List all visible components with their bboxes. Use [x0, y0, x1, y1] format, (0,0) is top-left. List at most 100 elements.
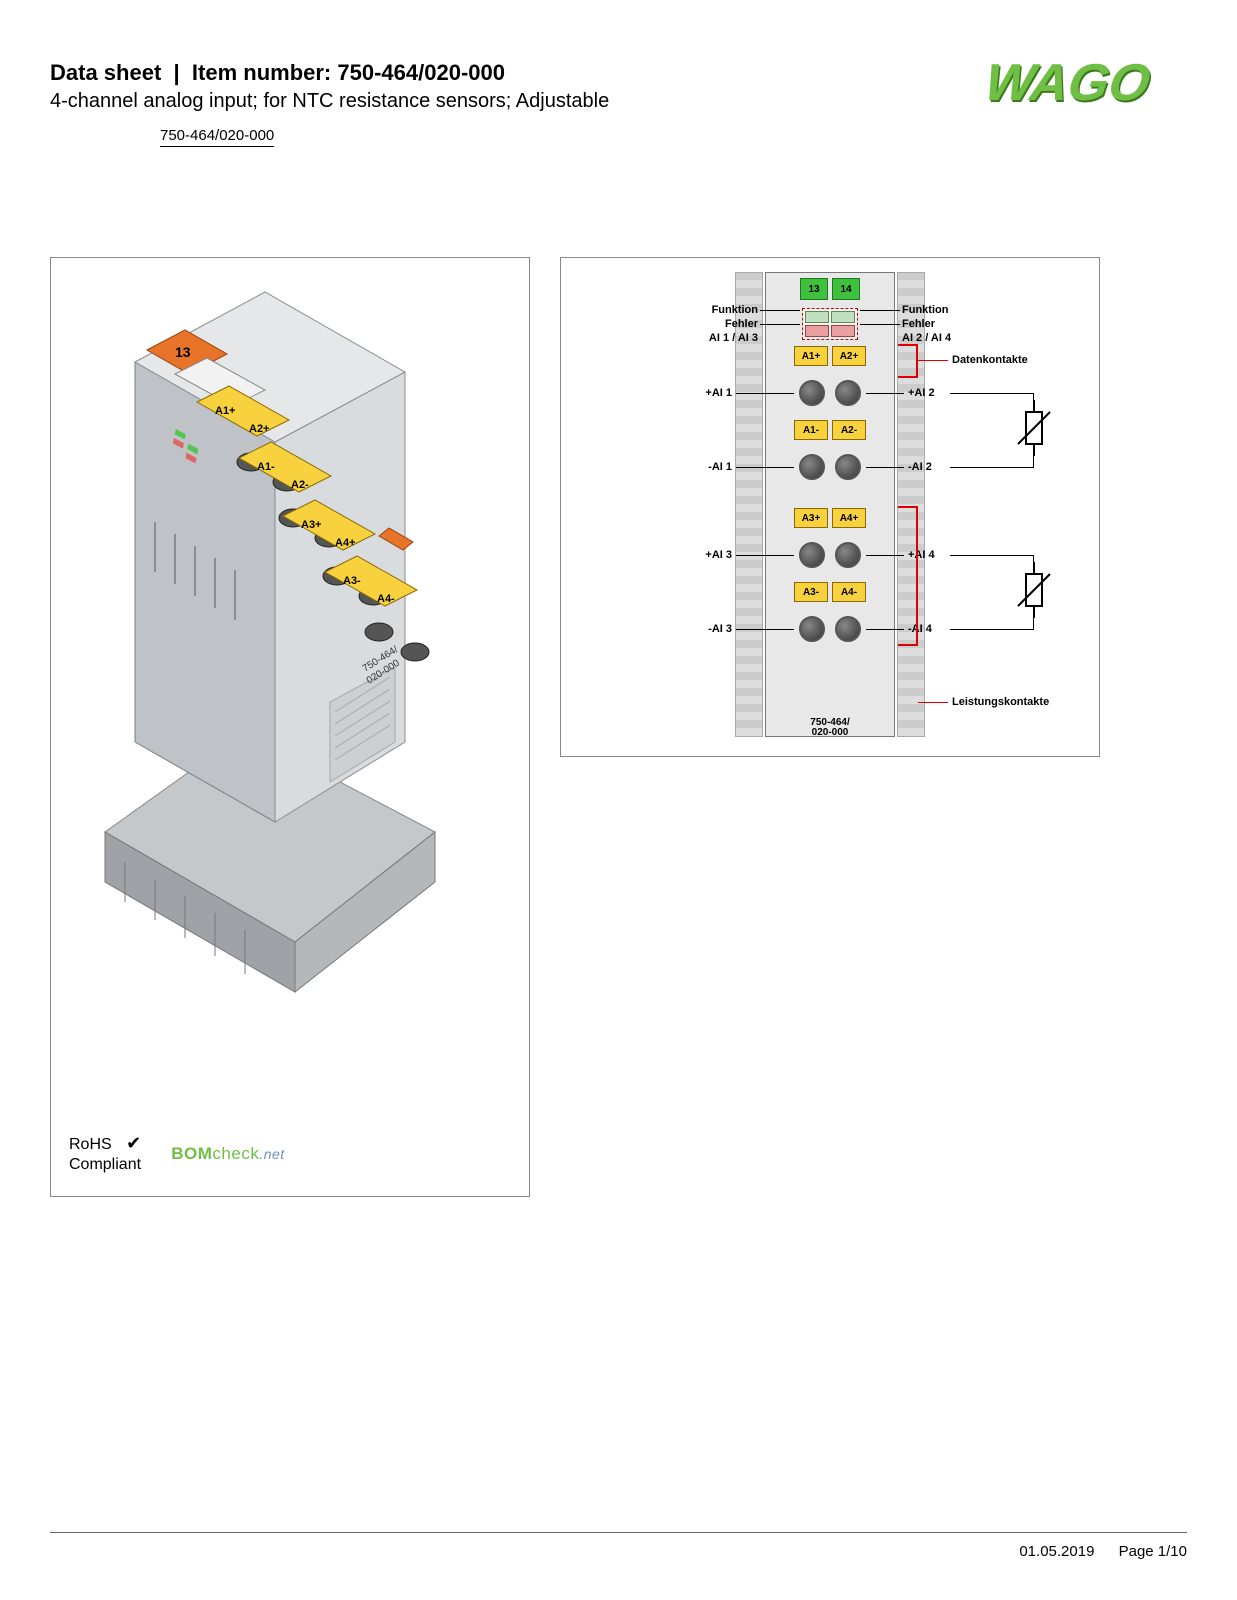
connector — [799, 542, 825, 568]
signal-label: -AI 1 — [708, 461, 732, 473]
module-column — [765, 272, 895, 737]
svg-text:A3+: A3+ — [301, 519, 322, 531]
tab-13: 13 — [800, 278, 828, 300]
wire — [950, 555, 1034, 556]
svg-text:WAGO: WAGO — [976, 54, 1159, 112]
doc-type: Data sheet — [50, 60, 161, 85]
connector — [835, 542, 861, 568]
wire — [1033, 617, 1034, 629]
lbl-ai13: AI 1 / AI 3 — [709, 332, 758, 344]
leader-red — [918, 360, 948, 361]
leader — [736, 393, 794, 394]
bracket-daten — [898, 344, 918, 378]
leader — [760, 324, 800, 325]
signal-label: +AI 3 — [705, 549, 732, 561]
leader — [860, 310, 900, 311]
subtitle: 4-channel analog input; for NTC resistan… — [50, 90, 937, 113]
leader — [860, 324, 900, 325]
connector — [799, 380, 825, 406]
terminal-label: A4- — [832, 582, 866, 602]
connector-pair — [799, 380, 861, 406]
signal-label: -AI 2 — [908, 461, 932, 473]
thermistor-icon — [1010, 562, 1058, 618]
leader-red — [918, 702, 948, 703]
signal-label: -AI 3 — [708, 623, 732, 635]
terminal-label: A3+ — [794, 508, 828, 528]
terminal-label: A2- — [832, 420, 866, 440]
connector-pair — [799, 454, 861, 480]
leader — [866, 393, 904, 394]
wire — [950, 393, 1034, 394]
connector — [799, 454, 825, 480]
signal-label: +AI 2 — [908, 387, 935, 399]
connector — [835, 454, 861, 480]
lbl-leistungskontakte: Leistungskontakte — [952, 696, 1049, 708]
svg-text:A1-: A1- — [257, 461, 275, 473]
yellow-label-pair: A3-A4- — [794, 582, 866, 602]
terminal-label: A1+ — [794, 346, 828, 366]
lbl-datenkontakte: Datenkontakte — [952, 354, 1028, 366]
separator: | — [174, 60, 180, 85]
page-footer: 01.05.2019 Page 1/10 — [50, 1532, 1187, 1560]
led-fehler-r — [831, 325, 855, 337]
rohs-badge: RoHS ✔ Compliant — [69, 1133, 141, 1174]
svg-text:A3-: A3- — [343, 575, 361, 587]
connector — [835, 616, 861, 642]
page-title: Data sheet | Item number: 750-464/020-00… — [50, 60, 937, 86]
svg-text:A4-: A4- — [377, 593, 395, 605]
wire — [950, 467, 1034, 468]
footer-date: 01.05.2019 — [1019, 1543, 1094, 1560]
svg-text:A2+: A2+ — [249, 423, 270, 435]
svg-text:13: 13 — [175, 344, 191, 360]
connector-pair — [799, 542, 861, 568]
leader — [736, 555, 794, 556]
rohs-line1: RoHS — [69, 1136, 112, 1153]
wiring-schematic: 13 14 Funktion Fehler AI 1 / AI 3 Funkt — [575, 272, 1085, 742]
leader — [736, 629, 794, 630]
thermistor-icon — [1010, 400, 1058, 456]
module-id: 750-464/020-000 — [810, 718, 849, 738]
wire — [950, 629, 1034, 630]
bomcheck-badge: BOMcheck.net — [171, 1144, 284, 1164]
bracket-leistung — [898, 506, 918, 646]
svg-text:A4+: A4+ — [335, 537, 356, 549]
led-block — [802, 308, 858, 340]
lbl-ai24: AI 2 / AI 4 — [902, 332, 951, 344]
item-label: Item number: — [192, 60, 331, 85]
wire — [1033, 455, 1034, 467]
terminal-label: A4+ — [832, 508, 866, 528]
yellow-label-pair: A1-A2- — [794, 420, 866, 440]
footer-page: Page 1/10 — [1119, 1543, 1187, 1560]
connector — [835, 380, 861, 406]
product-image-panel: 13 14 A1+ — [50, 257, 530, 1197]
bom-prefix: BOM — [171, 1144, 212, 1163]
wiring-schematic-panel: 13 14 Funktion Fehler AI 1 / AI 3 Funkt — [560, 257, 1100, 757]
yellow-label-pair: A3+A4+ — [794, 508, 866, 528]
lbl-funktion-l: Funktion — [712, 304, 758, 316]
leader — [866, 467, 904, 468]
svg-text:A2-: A2- — [291, 479, 309, 491]
signal-label: +AI 1 — [705, 387, 732, 399]
led-fehler-l — [805, 325, 829, 337]
lbl-fehler-l: Fehler — [725, 318, 758, 330]
connector-pair — [799, 616, 861, 642]
led-funktion-l — [805, 311, 829, 323]
led-funktion-r — [831, 311, 855, 323]
terminal-label: A1- — [794, 420, 828, 440]
yellow-label-pair: A1+A2+ — [794, 346, 866, 366]
wago-logo: WAGO WAGO — [937, 54, 1187, 119]
terminal-label: A2+ — [832, 346, 866, 366]
leader — [736, 467, 794, 468]
item-link[interactable]: 750-464/020-000 — [160, 127, 274, 147]
rohs-line2: Compliant — [69, 1156, 141, 1173]
lbl-funktion-r: Funktion — [902, 304, 948, 316]
tab-14: 14 — [832, 278, 860, 300]
wire — [1033, 555, 1034, 563]
connector — [799, 616, 825, 642]
terminal-label: A3- — [794, 582, 828, 602]
lbl-fehler-r: Fehler — [902, 318, 935, 330]
leader — [760, 310, 800, 311]
svg-text:A1+: A1+ — [215, 405, 236, 417]
bom-suffix: .net — [259, 1146, 284, 1162]
bom-mid: check — [212, 1144, 259, 1163]
